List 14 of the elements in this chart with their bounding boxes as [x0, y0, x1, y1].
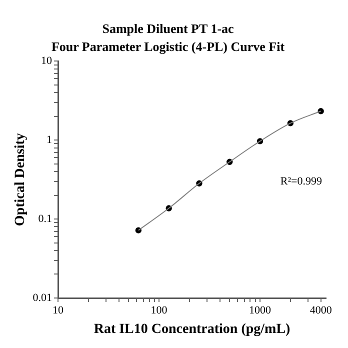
y-axis-title: Optical Density — [13, 133, 28, 226]
y-tick-label: 1 — [46, 134, 52, 146]
annotation: R²=0.999 — [280, 175, 322, 188]
y-tick-label: 10 — [41, 55, 53, 68]
x-tick-label: 1000 — [249, 304, 272, 316]
x-axis-title: Rat IL10 Concentration (pg/mL) — [94, 322, 291, 338]
y-tick-label: 0.01 — [32, 292, 52, 304]
chart-subtitle: Four Parameter Logistic (4-PL) Curve Fit — [51, 38, 286, 54]
x-tick-label: 100 — [150, 304, 168, 316]
x-tick-label: 10 — [52, 304, 64, 316]
y-tick-label: 0.1 — [38, 212, 52, 225]
x-tick-label: 4000 — [310, 304, 332, 316]
chart-title: Sample Diluent PT 1-ac — [102, 21, 234, 36]
point — [135, 227, 142, 234]
